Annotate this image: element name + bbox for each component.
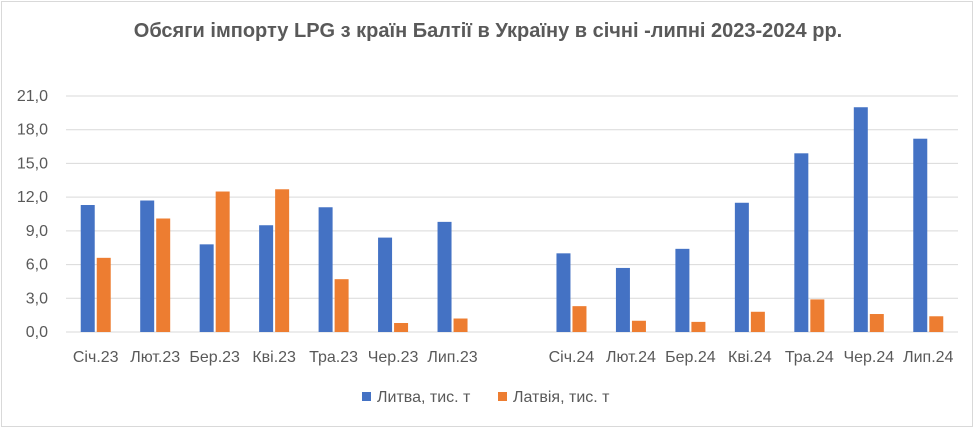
bar-latvia [572, 306, 587, 332]
bar-lithuania [437, 221, 452, 332]
bar-latvia [691, 321, 706, 332]
bar-lithuania [794, 153, 809, 332]
x-tick-label: Кві.24 [728, 349, 772, 366]
bar-latvia [156, 218, 171, 332]
y-tick-label: 15,0 [17, 155, 48, 172]
chart-title: Обсяги імпорту LPG з країн Балтії в Укра… [133, 20, 843, 42]
x-tick-label: Лип.24 [903, 349, 953, 366]
y-tick-label: 21,0 [17, 88, 48, 105]
bar-lithuania [675, 248, 690, 332]
x-axis-ticks: Січ.23 Лют.23 Бер.23 Кві.23 Тра.23 Чер.23 Лип.… [73, 349, 954, 366]
bar-lithuania [80, 205, 95, 332]
bar-lithuania [199, 244, 214, 332]
legend: Литва, тис. т Латвія, тис. т [362, 389, 610, 406]
bar-latvia [631, 320, 646, 332]
bar-lithuania [853, 107, 868, 332]
bar-latvia [96, 257, 111, 332]
bar-latvia [334, 279, 349, 332]
x-tick-label: Бер.23 [189, 349, 240, 366]
bar-lithuania [556, 253, 571, 332]
bar-latvia [929, 316, 944, 332]
y-tick-label: 0,0 [26, 324, 48, 341]
y-tick-label: 3,0 [26, 290, 48, 307]
bar-lithuania [259, 225, 274, 332]
bar-latvia [275, 189, 290, 332]
bar-latvia [394, 323, 409, 332]
bar-lithuania [734, 202, 749, 332]
bar-latvia [215, 191, 230, 332]
x-tick-label: Лип.23 [427, 349, 477, 366]
x-tick-label: Бер.24 [665, 349, 716, 366]
bar-lithuania [318, 207, 333, 332]
bar-latvia [810, 299, 825, 332]
bar-lithuania [615, 267, 630, 332]
x-tick-label: Тра.23 [309, 349, 358, 366]
x-tick-label: Чер.24 [843, 349, 894, 366]
bar-lithuania [913, 138, 928, 332]
x-tick-label: Тра.24 [785, 349, 834, 366]
legend-label: Литва, тис. т [377, 389, 471, 406]
bar-lithuania [378, 237, 393, 332]
y-tick-label: 9,0 [26, 223, 48, 240]
x-tick-label: Чер.23 [368, 349, 419, 366]
x-tick-label: Лют.24 [606, 349, 656, 366]
y-tick-label: 12,0 [17, 189, 48, 206]
x-tick-label: Кві.23 [252, 349, 296, 366]
x-tick-label: Січ.24 [549, 349, 595, 366]
y-tick-label: 6,0 [26, 257, 48, 274]
x-tick-label: Січ.23 [73, 349, 119, 366]
bars [80, 107, 944, 332]
gridlines [66, 95, 958, 333]
bar-latvia [750, 311, 765, 332]
bar-latvia [869, 314, 884, 332]
bar-latvia [453, 318, 468, 332]
y-axis-ticks: 0,0 3,0 6,0 9,0 12,0 15,0 18,0 21,0 [17, 88, 48, 341]
legend-label: Латвія, тис. т [513, 389, 610, 406]
x-tick-label: Лют.23 [130, 349, 180, 366]
y-tick-label: 18,0 [17, 122, 48, 139]
legend-swatch [362, 392, 371, 401]
bar-lithuania [140, 200, 155, 332]
legend-swatch [498, 392, 507, 401]
